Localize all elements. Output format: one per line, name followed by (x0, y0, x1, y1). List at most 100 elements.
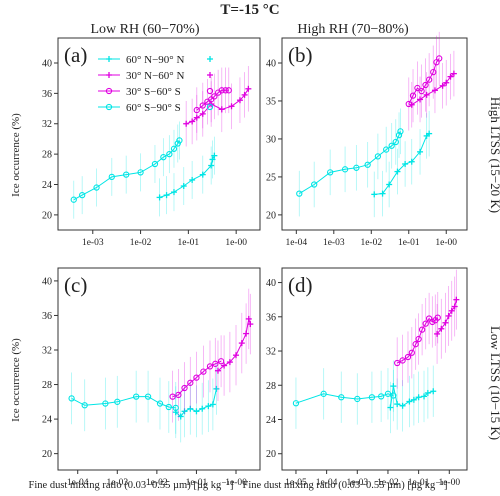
data-point (451, 303, 458, 310)
data-point (296, 190, 303, 197)
panel-a: 20 24 28 32 36 40 1e-03 1e-02 1e-01 1e-00 (a) 60° N… (42, 37, 261, 248)
x-tick-label: 1e-02 (146, 478, 168, 488)
data-point (431, 87, 438, 94)
x-tick-label: 1e-00 (438, 478, 460, 488)
data-point (426, 130, 433, 137)
panel-c: 20 24 28 32 36 40 1e-04 1e-03 1e-02 1e-01 1e-00 (c) (42, 267, 261, 488)
y-tick-label: 28 (42, 150, 52, 161)
figure-title: T=-15 °C (220, 2, 279, 18)
x-axis-label-left: Fine dust mixing ratio (0.03−0.55 µm) [µ… (29, 480, 234, 491)
y-tick-label: 36 (266, 312, 276, 323)
data-point (394, 401, 401, 408)
y-tick-label: 20 (42, 449, 52, 460)
series-30-s-60-s (394, 291, 441, 389)
data-point (233, 352, 240, 359)
legend-marker (105, 87, 113, 95)
x-tick-label: 1e-04 (285, 238, 307, 248)
data-point (172, 404, 179, 412)
y-tick-label: 40 (266, 278, 276, 289)
data-point (151, 160, 159, 168)
legend-marker (105, 103, 113, 111)
series-60-s-90-s (68, 370, 179, 434)
data-point (222, 87, 229, 94)
data-point (424, 389, 431, 396)
data-point (181, 408, 188, 415)
data-point (165, 403, 172, 411)
data-point (174, 140, 181, 147)
data-point (374, 153, 382, 160)
series-60-s-90-s (70, 121, 183, 219)
data-point (368, 394, 376, 401)
data-point (447, 73, 454, 80)
series-line (186, 88, 249, 125)
data-point (193, 106, 200, 114)
data-point (390, 392, 397, 399)
data-point (228, 103, 235, 110)
data-point (193, 408, 200, 415)
series-line (411, 73, 455, 106)
y-tick-label: 40 (42, 276, 52, 287)
data-point (408, 349, 415, 356)
data-point (450, 70, 457, 77)
data-point (225, 87, 232, 94)
data-point (445, 312, 452, 319)
data-point (438, 325, 445, 332)
x-tick-label: 1e-04 (67, 478, 89, 488)
x-tick-label: 1e-02 (130, 238, 152, 248)
series-60-s-90-s (296, 108, 404, 217)
series-30-n-60-n (434, 269, 460, 364)
legend-marker-end (207, 72, 213, 78)
data-point (426, 76, 433, 83)
data-point (311, 181, 318, 188)
data-point (292, 400, 300, 407)
data-point (448, 307, 455, 314)
panel-frame (57, 267, 261, 471)
x-tick-label: 1e-00 (225, 478, 247, 488)
data-point (226, 359, 233, 366)
series-30-n-60-n (408, 50, 457, 128)
panel-label: (a) (64, 43, 87, 67)
y-axis-label-bottom: Ice occurrence (%) (10, 338, 22, 422)
data-point (415, 394, 422, 401)
data-point (402, 161, 409, 167)
data-point (442, 319, 449, 326)
data-point (183, 120, 190, 127)
series-line (299, 131, 401, 195)
chart-panels: 20 24 28 32 36 40 1e-03 1e-02 1e-01 1e-00 (a) 60° N… (42, 31, 468, 488)
data-point (439, 82, 446, 89)
data-point (399, 357, 406, 364)
data-point (418, 87, 425, 95)
y-tick-label: 25 (266, 172, 276, 183)
data-point (434, 330, 441, 337)
data-point (175, 391, 182, 399)
x-tick-label: 1e-03 (323, 238, 345, 248)
data-point (408, 158, 415, 165)
data-point (70, 196, 77, 203)
data-point (81, 402, 88, 409)
data-point (423, 91, 430, 98)
y-tick-label: 32 (266, 347, 276, 358)
legend-marker-end (206, 103, 214, 111)
y-tick-label: 20 (266, 449, 276, 460)
data-point (133, 393, 140, 400)
data-point (208, 162, 215, 169)
x-tick-label: 1e-00 (435, 238, 457, 248)
y-tick-label: 32 (42, 346, 52, 357)
x-tick-label: 1e-01 (398, 238, 420, 248)
x-tick-label: 1e-00 (225, 238, 247, 248)
y-tick-label: 20 (42, 210, 52, 221)
data-point (218, 87, 225, 94)
data-point (209, 401, 216, 408)
data-point (430, 68, 437, 76)
legend-label: 60° S−90° S (126, 102, 181, 114)
y-tick-label: 28 (42, 380, 52, 391)
series-30-n-60-n (214, 288, 254, 401)
data-point (379, 190, 386, 197)
data-point (212, 360, 219, 367)
series-60-n-90-n (172, 362, 220, 443)
data-point (79, 191, 86, 199)
data-point (238, 340, 245, 347)
x-tick-label: 1e-05 (285, 478, 307, 488)
data-point (144, 393, 152, 400)
panel-label: (d) (288, 273, 313, 297)
